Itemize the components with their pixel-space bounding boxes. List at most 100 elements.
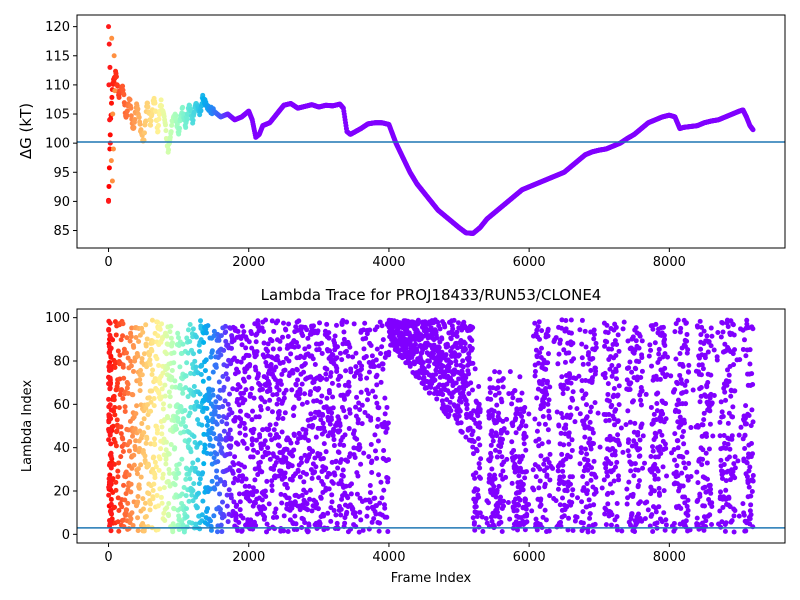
lambda-point	[545, 378, 551, 384]
lambda-point	[544, 391, 550, 397]
lambda-point	[360, 527, 366, 533]
lambda-point	[216, 337, 222, 343]
lambda-point	[133, 438, 139, 444]
lambda-point	[337, 423, 343, 429]
lambda-point	[504, 430, 510, 436]
lambda-point	[320, 420, 326, 426]
lambda-point	[269, 318, 275, 324]
lambda-point	[273, 460, 279, 466]
lambda-point	[273, 506, 279, 512]
lambda-point	[180, 390, 186, 396]
lambda-point	[271, 466, 277, 472]
lambda-point	[227, 451, 233, 457]
lambda-point	[457, 408, 463, 414]
lambda-point	[334, 520, 340, 526]
lambda-point	[282, 470, 288, 476]
lambda-point	[113, 332, 119, 338]
lambda-point	[584, 414, 590, 420]
lambda-point	[304, 327, 310, 333]
y-tick-label: 115	[45, 49, 70, 64]
lambda-point	[608, 522, 614, 528]
lambda-point	[167, 403, 173, 409]
lambda-point	[613, 407, 619, 413]
lambda-point	[116, 460, 122, 466]
lambda-point	[227, 391, 233, 397]
lambda-point	[568, 317, 574, 323]
lambda-point	[180, 341, 186, 347]
lambda-point	[638, 402, 644, 408]
lambda-point	[228, 443, 234, 449]
lambda-point	[536, 319, 542, 325]
lambda-point	[373, 511, 379, 517]
lambda-point	[440, 392, 446, 398]
lambda-point	[500, 384, 506, 390]
lambda-point	[273, 364, 279, 370]
lambda-point	[254, 349, 260, 355]
lambda-point	[553, 335, 559, 341]
y-tick-label: 120	[45, 20, 70, 35]
lambda-point	[345, 495, 351, 501]
lambda-point	[131, 344, 137, 350]
lambda-point	[224, 503, 230, 509]
lambda-point	[257, 459, 263, 465]
lambda-point	[469, 337, 475, 343]
lambda-point	[333, 512, 339, 518]
lambda-point	[179, 456, 185, 462]
lambda-point	[346, 389, 352, 395]
lambda-point	[128, 516, 134, 522]
lambda-point	[532, 369, 538, 375]
lambda-point	[616, 477, 622, 483]
lambda-point	[294, 339, 300, 345]
lambda-point	[255, 322, 261, 328]
lambda-point	[177, 364, 183, 370]
delta-g-early-point	[111, 53, 117, 59]
lambda-point	[517, 397, 523, 403]
lambda-point	[183, 493, 189, 499]
lambda-point	[359, 421, 365, 427]
lambda-point	[338, 457, 344, 463]
lambda-point	[211, 431, 217, 437]
lambda-point	[496, 483, 502, 489]
delta-g-early-point	[106, 82, 112, 88]
lambda-point	[614, 501, 620, 507]
lambda-point	[270, 392, 276, 398]
lambda-point	[299, 381, 305, 387]
lambda-point	[587, 436, 593, 442]
lambda-point	[426, 363, 432, 369]
lambda-point	[305, 507, 311, 513]
lambda-point	[115, 519, 121, 525]
lambda-point	[255, 472, 261, 478]
lambda-point	[172, 445, 178, 451]
lambda-point	[329, 499, 335, 505]
lambda-point	[367, 499, 373, 505]
lambda-point	[259, 497, 265, 503]
lambda-point	[611, 385, 617, 391]
lambda-point	[214, 468, 220, 474]
lambda-point	[632, 529, 638, 535]
lambda-point	[492, 369, 498, 375]
lambda-point	[477, 406, 483, 412]
y-tick-label: 95	[53, 166, 70, 181]
lambda-point	[637, 453, 643, 459]
lambda-point	[524, 511, 530, 517]
lambda-point	[618, 425, 624, 431]
lambda-point	[288, 440, 294, 446]
lambda-point	[150, 496, 156, 502]
lambda-point	[149, 371, 155, 377]
lambda-point	[296, 395, 302, 401]
lambda-point	[499, 399, 505, 405]
lambda-point	[236, 520, 242, 526]
lambda-point	[584, 488, 590, 494]
lambda-point	[450, 326, 456, 332]
delta-g-early-point	[112, 88, 118, 94]
lambda-point	[574, 514, 580, 520]
lambda-point	[187, 410, 193, 416]
lambda-point	[504, 456, 510, 462]
lambda-point	[570, 389, 576, 395]
lambda-point	[546, 397, 552, 403]
lambda-point	[120, 321, 126, 327]
lambda-point	[533, 474, 539, 480]
lambda-point	[643, 391, 649, 397]
lambda-point	[230, 470, 236, 476]
lambda-point	[150, 487, 156, 493]
